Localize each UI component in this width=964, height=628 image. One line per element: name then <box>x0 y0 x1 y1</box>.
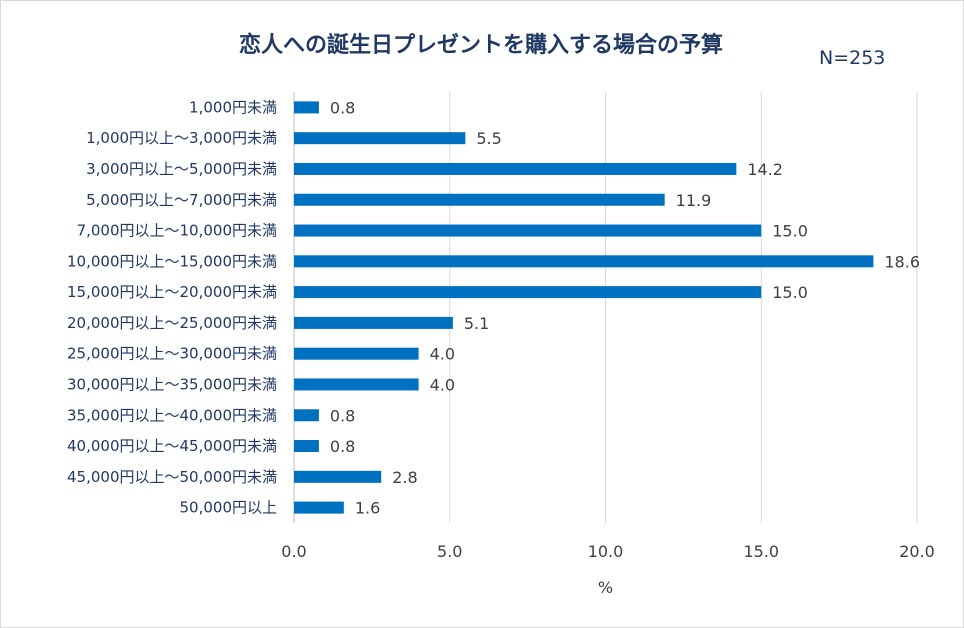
sample-size-label: N=253 <box>819 47 886 69</box>
data-label: 4.0 <box>430 345 455 364</box>
bar <box>294 162 737 175</box>
data-label: 5.5 <box>476 129 501 148</box>
category-label: 25,000円以上～30,000円未満 <box>67 345 277 363</box>
bar <box>294 501 344 514</box>
category-label: 1,000円未満 <box>189 98 277 116</box>
bar <box>294 378 419 391</box>
category-label: 40,000円以上～45,000円未満 <box>67 437 277 455</box>
category-label: 50,000円以上 <box>180 499 278 517</box>
labels: 0.0 5.0 10.0 15.0 20.0 1,000円未満 0.8 1,000円以上～3,… <box>67 98 935 561</box>
bar <box>294 409 319 422</box>
data-label: 1.6 <box>355 499 380 518</box>
x-tick-label: 20.0 <box>899 542 935 561</box>
data-label: 0.8 <box>330 406 355 425</box>
bar <box>294 101 319 114</box>
bars <box>294 101 874 514</box>
data-label: 18.6 <box>884 252 920 271</box>
category-label: 15,000円以上～20,000円未満 <box>67 283 277 301</box>
category-label: 35,000円以上～40,000円未満 <box>67 406 277 424</box>
data-label: 5.1 <box>464 314 489 333</box>
bar <box>294 132 466 145</box>
category-label: 5,000円以上～7,000円未満 <box>86 191 277 209</box>
bar <box>294 193 665 206</box>
bar <box>294 255 874 268</box>
bar <box>294 286 762 299</box>
data-label: 0.8 <box>330 437 355 456</box>
category-label: 3,000円以上～5,000円未満 <box>86 160 277 178</box>
category-label: 1,000円以上～3,000円未満 <box>86 129 277 147</box>
gridlines <box>293 92 918 523</box>
data-label: 14.2 <box>747 160 783 179</box>
category-label: 7,000円以上～10,000円未満 <box>77 222 277 240</box>
category-label: 20,000円以上～25,000円未満 <box>67 314 277 332</box>
bar <box>294 224 762 237</box>
data-label: 11.9 <box>676 191 712 210</box>
data-label: 15.0 <box>772 283 808 302</box>
x-tick-label: 5.0 <box>437 542 462 561</box>
x-tick-label: 10.0 <box>588 542 624 561</box>
bar <box>294 347 419 360</box>
data-label: 2.8 <box>392 468 417 487</box>
data-label: 4.0 <box>430 375 455 394</box>
data-label: 15.0 <box>772 222 808 241</box>
bar <box>294 470 382 483</box>
x-axis-title: % <box>598 578 613 597</box>
x-tick-label: 0.0 <box>281 542 306 561</box>
x-tick-label: 15.0 <box>743 542 779 561</box>
chart-title: 恋人への誕生日プレゼントを購入する場合の予算 <box>238 33 723 58</box>
data-label: 0.8 <box>330 98 355 117</box>
category-label: 10,000円以上～15,000円未満 <box>67 252 277 270</box>
category-label: 45,000円以上～50,000円未満 <box>67 468 277 486</box>
bar <box>294 316 453 329</box>
category-label: 30,000円以上～35,000円未満 <box>67 375 277 393</box>
bar <box>294 440 319 453</box>
